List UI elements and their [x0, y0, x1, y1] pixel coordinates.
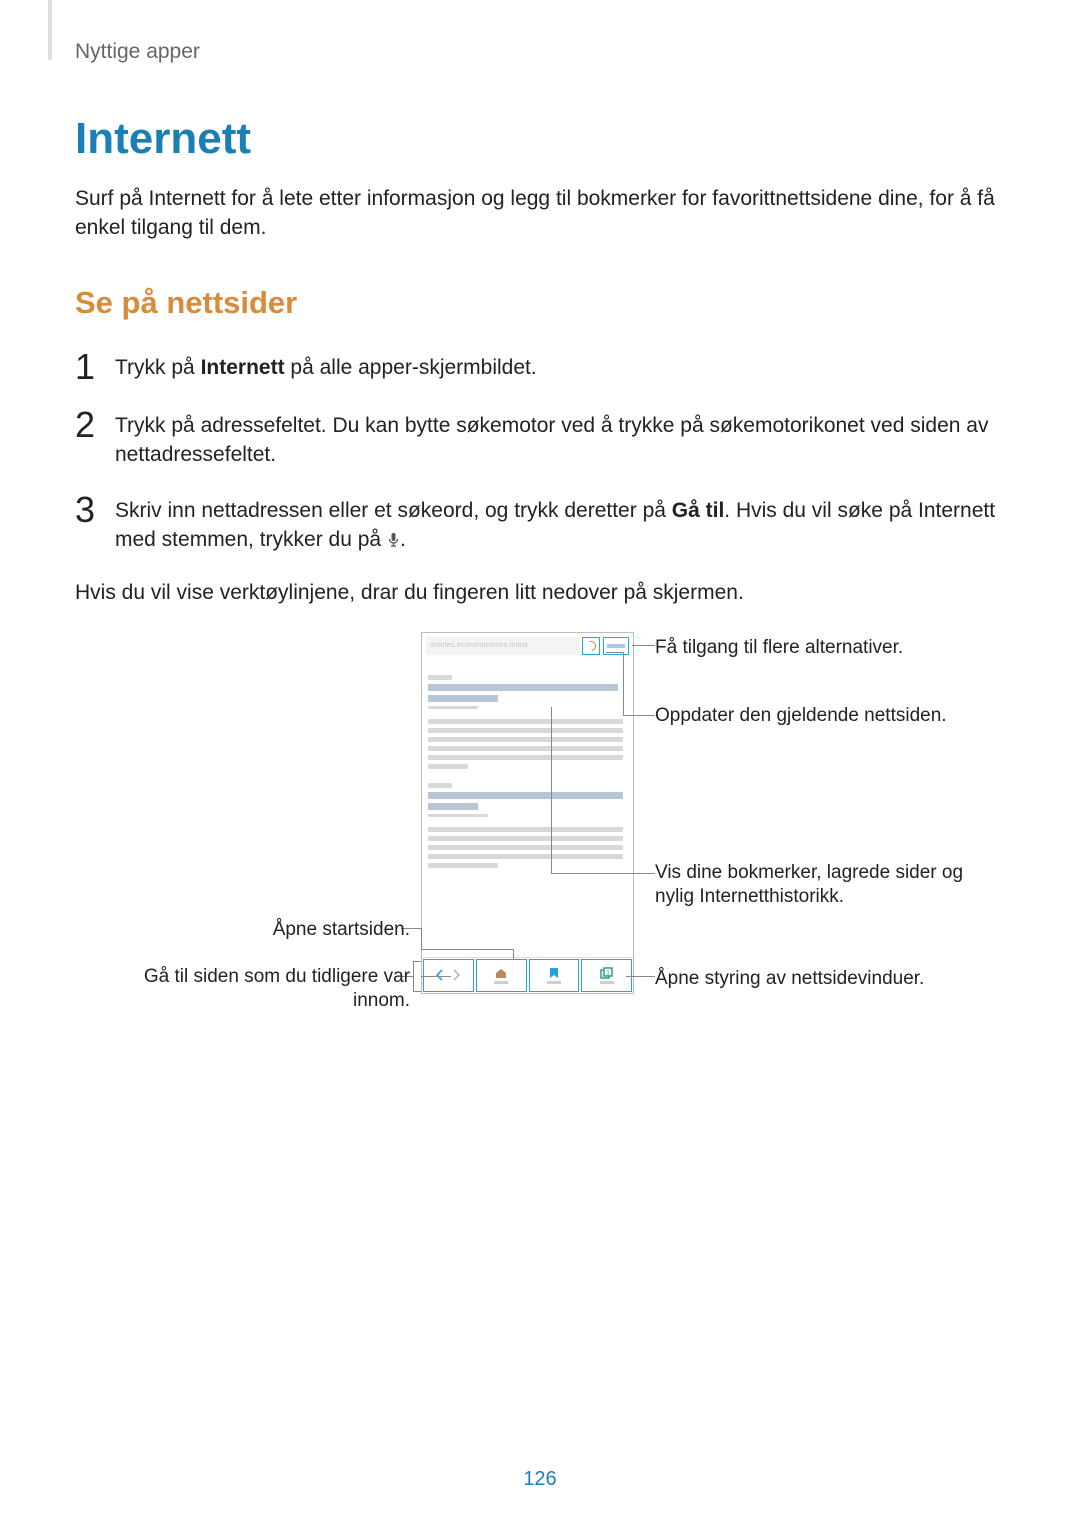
step-pre: Trykk på — [115, 356, 201, 379]
tabs-icon: 1 — [600, 967, 613, 979]
step-text: Skriv inn nettadressen eller et søkeord,… — [115, 492, 1005, 557]
callout-home: Åpne startsiden. — [110, 918, 410, 943]
step-pre: Trykk på adressefeltet. Du kan bytte søk… — [115, 414, 988, 466]
step-text: Trykk på adressefeltet. Du kan bytte søk… — [115, 407, 1005, 470]
callout-back: Gå til siden som du tidligere var innom. — [110, 965, 410, 1014]
home-icon — [494, 967, 508, 979]
step-bold: Internett — [201, 356, 285, 379]
callout-refresh: Oppdater den gjeldende nettsiden. — [655, 704, 995, 729]
step-number: 1 — [75, 349, 115, 385]
step-number: 3 — [75, 492, 115, 557]
step-2: 2 Trykk på adressefeltet. Du kan bytte s… — [75, 407, 1005, 470]
page-content: Nyttige apper Internett Surf på Internet… — [0, 0, 1080, 1022]
refresh-button[interactable] — [582, 637, 600, 655]
step-1: 1 Trykk på Internett på alle apper-skjer… — [75, 349, 1005, 385]
address-bar-row: articles.economictimes.indiat — [422, 633, 633, 659]
page-number: 126 — [0, 1468, 1080, 1491]
step-3: 3 Skriv inn nettadressen eller et søkeor… — [75, 492, 1005, 557]
phone-frame: articles.economictimes.indiat — [421, 632, 634, 994]
callout-bookmarks: Vis dine bokmerker, lagrede sider og nyl… — [655, 861, 995, 910]
subsection-title: Se på nettsider — [75, 285, 1005, 321]
step-post: på alle apper-skjermbildet. — [285, 356, 537, 379]
bookmark-icon — [549, 967, 559, 979]
address-blur-text: articles.economictimes.indiat — [430, 642, 528, 649]
step-pre: Skriv inn nettadressen eller et søkeord,… — [115, 499, 672, 522]
step-text: Trykk på Internett på alle apper-skjermb… — [115, 349, 537, 385]
more-text-blur — [607, 644, 625, 648]
bookmarks-button[interactable] — [529, 959, 580, 992]
microphone-icon — [387, 527, 400, 556]
period: . — [400, 528, 406, 551]
refresh-icon — [584, 639, 598, 653]
callout-more: Få tilgang til flere alternativer. — [655, 636, 995, 661]
section-label: Nyttige apper — [75, 40, 1005, 64]
after-paragraph: Hvis du vil vise verktøylinjene, drar du… — [75, 578, 1005, 607]
intro-paragraph: Surf på Internett for å lete etter infor… — [75, 184, 1005, 243]
browser-diagram: articles.economictimes.indiat — [75, 632, 1005, 1022]
step-number: 2 — [75, 407, 115, 470]
browser-toolbar: 1 — [422, 957, 633, 993]
page-margin-rule — [48, 0, 52, 60]
address-field[interactable]: articles.economictimes.indiat — [426, 637, 579, 655]
callout-tabs: Åpne styring av nettsidevinduer. — [655, 967, 995, 992]
step-bold: Gå til — [672, 499, 725, 522]
tabs-button[interactable]: 1 — [581, 959, 632, 992]
forward-icon[interactable] — [452, 969, 461, 981]
home-button[interactable] — [476, 959, 527, 992]
webpage-body — [422, 659, 633, 868]
page-title: Internett — [75, 114, 1005, 164]
